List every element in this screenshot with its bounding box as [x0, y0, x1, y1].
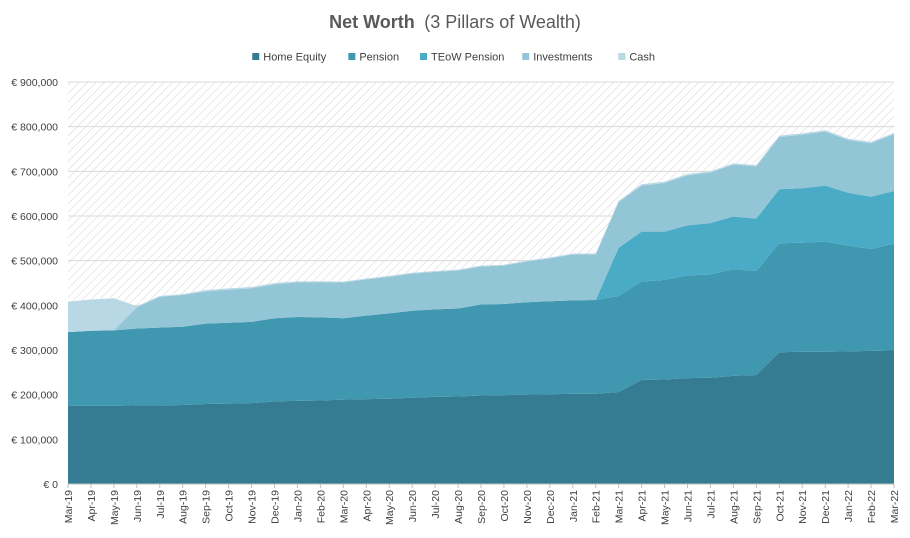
series-area-home-equity: [68, 350, 894, 484]
x-tick-label: May-20: [384, 490, 396, 525]
legend: Home Equity Pension TEoW Pension Investment…: [252, 52, 655, 64]
series-area-pension: [68, 241, 894, 406]
chart-subtitle: (3 Pillars of Wealth): [424, 12, 581, 32]
x-tick-label: Apr-21: [637, 490, 649, 522]
x-tick-label: Feb-22: [866, 490, 878, 523]
y-tick-label: € 500,000: [11, 256, 58, 268]
x-tick-label: Jan-20: [292, 490, 304, 522]
y-tick-label: € 200,000: [11, 390, 58, 402]
legend-swatch: [522, 53, 530, 60]
legend-swatch: [420, 53, 428, 60]
legend-swatch: [252, 53, 260, 60]
x-axis-ticks: Mar-19 Apr-19 May-19 Jun-19 Jul-19 Aug-19 Sep-…: [63, 484, 901, 525]
x-tick-label: Jan-21: [568, 490, 580, 522]
x-tick-label: Feb-21: [591, 490, 603, 523]
x-tick-label: Sep-20: [476, 490, 488, 524]
x-tick-label: Nov-19: [247, 490, 259, 524]
x-tick-label: Oct-21: [774, 490, 786, 522]
x-tick-label: Mar-22: [889, 490, 901, 523]
x-tick-label: Jun-19: [132, 490, 144, 522]
x-tick-label: Jul-20: [430, 490, 442, 519]
area-series: [68, 130, 894, 484]
x-tick-label: Dec-19: [270, 490, 282, 524]
y-tick-label: € 0: [43, 479, 58, 491]
y-tick-label: € 100,000: [11, 434, 58, 446]
chart-title: Net Worth: [329, 12, 415, 32]
x-tick-label: Dec-21: [820, 490, 832, 524]
x-tick-label: Dec-20: [545, 490, 557, 524]
legend-label: TEoW Pension: [431, 52, 504, 64]
x-tick-label: Jan-22: [843, 490, 855, 522]
x-tick-label: Mar-21: [614, 490, 626, 523]
y-tick-label: € 900,000: [11, 77, 58, 89]
y-tick-label: € 800,000: [11, 122, 58, 134]
y-tick-label: € 400,000: [11, 300, 58, 312]
x-tick-label: Sep-19: [201, 490, 213, 524]
y-tick-label: € 300,000: [11, 345, 58, 357]
x-tick-label: Sep-21: [751, 490, 763, 524]
series-area-investments: [68, 131, 894, 333]
x-tick-label: Nov-20: [522, 490, 534, 524]
x-tick-label: Jun-21: [683, 490, 695, 522]
legend-label: Cash: [629, 52, 655, 64]
y-tick-label: € 600,000: [11, 211, 58, 223]
x-tick-label: Aug-21: [728, 490, 740, 524]
y-tick-label: € 700,000: [11, 166, 58, 178]
legend-label: Home Equity: [263, 52, 326, 64]
x-tick-label: Mar-20: [338, 490, 350, 523]
x-tick-label: Aug-20: [453, 490, 465, 524]
legend-swatch: [618, 53, 626, 60]
x-tick-label: Jun-20: [407, 490, 419, 522]
x-tick-label: Apr-19: [86, 490, 98, 522]
x-tick-label: Oct-20: [499, 490, 511, 522]
x-tick-label: Jul-19: [155, 490, 167, 519]
legend-label: Investments: [533, 52, 593, 64]
x-tick-label: Mar-19: [63, 490, 75, 523]
x-tick-label: Nov-21: [797, 490, 809, 524]
x-tick-label: Feb-20: [315, 490, 327, 523]
x-tick-label: May-19: [109, 490, 121, 525]
chart-title-group: Net Worth (3 Pillars of Wealth): [329, 12, 581, 32]
y-axis-ticks: € 0 € 100,000 € 200,000 € 300,000 € 400,000 €…: [11, 77, 58, 491]
x-tick-label: Aug-19: [178, 490, 190, 524]
x-tick-label: Jul-21: [705, 490, 717, 519]
series-area-teow-pension: [68, 185, 894, 333]
x-tick-label: Apr-20: [361, 490, 373, 522]
legend-label: Pension: [359, 52, 399, 64]
legend-swatch: [348, 53, 356, 60]
x-tick-label: Oct-19: [224, 490, 236, 522]
x-tick-label: May-21: [660, 490, 672, 525]
